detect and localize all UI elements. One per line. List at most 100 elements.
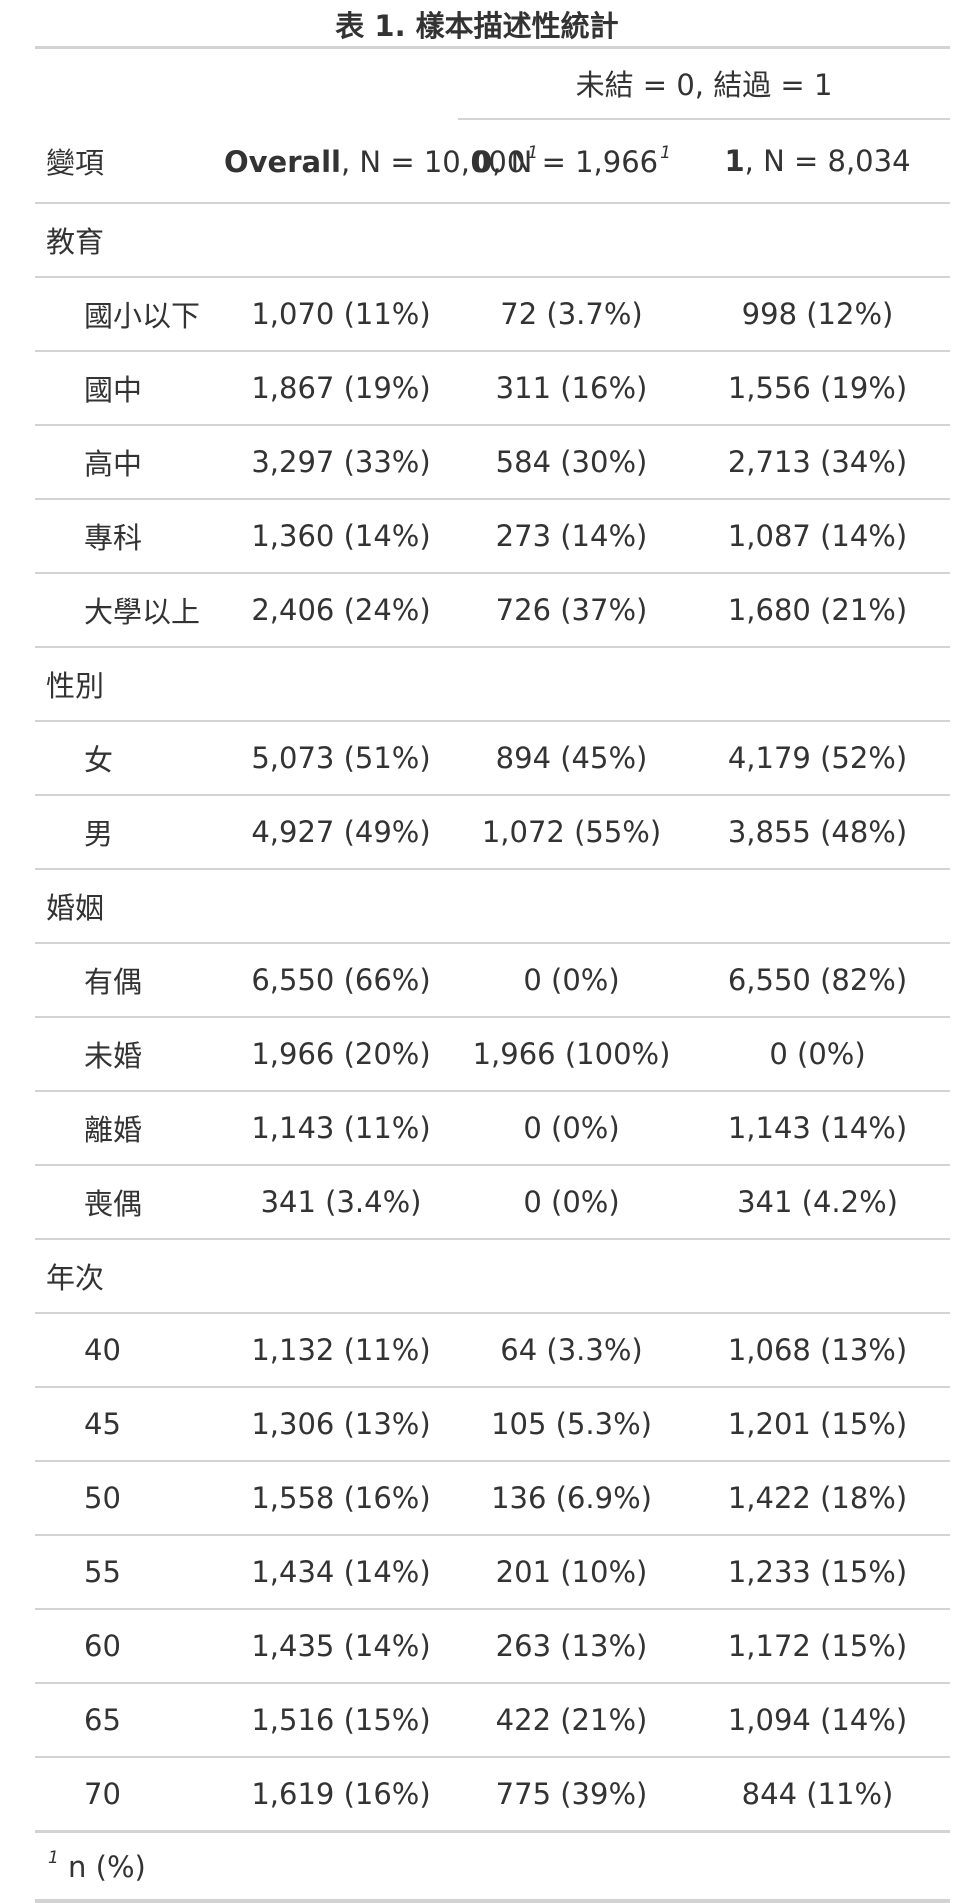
table-row: 高中 3,297 (33%) 584 (30%) 2,713 (34%): [35, 425, 950, 500]
table-row: 專科 1,360 (14%) 273 (14%) 1,087 (14%): [35, 499, 950, 574]
group-1-cell: 1,201 (15%): [685, 1387, 950, 1462]
header-group-1: 1, N = 8,034: [685, 119, 950, 204]
overall-cell: 1,619 (16%): [224, 1757, 458, 1833]
overall-cell: 1,867 (19%): [224, 351, 458, 426]
level-label: 70: [35, 1757, 224, 1833]
table-row: 有偶 6,550 (66%) 0 (0%) 6,550 (82%): [35, 943, 950, 1018]
overall-cell: 341 (3.4%): [224, 1165, 458, 1240]
overall-cell: 6,550 (66%): [224, 943, 458, 1018]
table-row: 未婚 1,966 (20%) 1,966 (100%) 0 (0%): [35, 1017, 950, 1092]
footnote-row: 1 n (%): [35, 1831, 950, 1903]
group-1-cell: 341 (4.2%): [685, 1165, 950, 1240]
group-1-cell: 1,172 (15%): [685, 1609, 950, 1684]
header-overall: Overall, N = 10,000 1: [224, 119, 538, 204]
summary-table: 未結 = 0, 結過 = 1 變項 Overall, N = 10,000 1 0…: [35, 48, 950, 1903]
table-row: 50 1,558 (16%) 136 (6.9%) 1,422 (18%): [35, 1461, 950, 1536]
variable-name: 教育: [35, 203, 224, 278]
overall-cell: 1,558 (16%): [224, 1461, 458, 1536]
level-label: 國中: [35, 351, 224, 426]
level-label: 男: [35, 795, 224, 870]
table-row: 60 1,435 (14%) 263 (13%) 1,172 (15%): [35, 1609, 950, 1684]
group-header-row: 年次: [35, 1239, 950, 1314]
table-row: 45 1,306 (13%) 105 (5.3%) 1,201 (15%): [35, 1387, 950, 1462]
overall-cell: 1,966 (20%): [224, 1017, 458, 1092]
level-label: 40: [35, 1313, 224, 1388]
group-1-cell: 1,556 (19%): [685, 351, 950, 426]
group-1-cell: 3,855 (48%): [685, 795, 950, 870]
header-group-1-label: 1: [724, 144, 745, 178]
group-0-cell: 1,966 (100%): [458, 1017, 685, 1092]
group-0-cell: 1,072 (55%): [458, 795, 685, 870]
overall-cell: 1,434 (14%): [224, 1535, 458, 1610]
group-0-cell: 273 (14%): [458, 499, 685, 574]
group-0-cell: 201 (10%): [458, 1535, 685, 1610]
group-0-cell: 584 (30%): [458, 425, 685, 500]
header-group-0: 0, N = 1,966 1: [458, 119, 685, 204]
group-1-cell: 1,680 (21%): [685, 573, 950, 648]
table-row: 40 1,132 (11%) 64 (3.3%) 1,068 (13%): [35, 1313, 950, 1388]
overall-cell: 1,435 (14%): [224, 1609, 458, 1684]
level-label: 大學以上: [35, 573, 224, 648]
group-0-cell: 726 (37%): [458, 573, 685, 648]
group-1-cell: 1,087 (14%): [685, 499, 950, 574]
group-0-cell: 0 (0%): [458, 1091, 685, 1166]
overall-cell: 1,132 (11%): [224, 1313, 458, 1388]
group-1-cell: 6,550 (82%): [685, 943, 950, 1018]
group-0-cell: 136 (6.9%): [458, 1461, 685, 1536]
level-label: 有偶: [35, 943, 224, 1018]
group-0-cell: 263 (13%): [458, 1609, 685, 1684]
column-spanner: 未結 = 0, 結過 = 1: [458, 48, 950, 120]
level-label: 高中: [35, 425, 224, 500]
group-0-cell: 64 (3.3%): [458, 1313, 685, 1388]
level-label: 專科: [35, 499, 224, 574]
table-row: 女 5,073 (51%) 894 (45%) 4,179 (52%): [35, 721, 950, 796]
footnote-symbol: 1: [48, 1847, 59, 1868]
group-0-cell: 0 (0%): [458, 943, 685, 1018]
overall-cell: 3,297 (33%): [224, 425, 458, 500]
header-group-1-n: , N = 8,034: [744, 144, 911, 178]
level-label: 離婚: [35, 1091, 224, 1166]
overall-cell: 4,927 (49%): [224, 795, 458, 870]
level-label: 45: [35, 1387, 224, 1462]
overall-cell: 1,070 (11%): [224, 277, 458, 352]
group-1-cell: 1,233 (15%): [685, 1535, 950, 1610]
header-overall-label: Overall: [224, 144, 341, 179]
overall-cell: 1,306 (13%): [224, 1387, 458, 1462]
table-title: 表 1. 樣本描述性統計: [335, 9, 619, 43]
group-0-cell: 72 (3.7%): [458, 277, 685, 352]
group-1-cell: 1,143 (14%): [685, 1091, 950, 1166]
variable-name: 婚姻: [35, 869, 224, 944]
group-1-cell: 4,179 (52%): [685, 721, 950, 796]
group-0-cell: 775 (39%): [458, 1757, 685, 1833]
group-0-cell: 105 (5.3%): [458, 1387, 685, 1462]
header-variable: 變項: [35, 119, 224, 204]
table-row: 國中 1,867 (19%) 311 (16%) 1,556 (19%): [35, 351, 950, 426]
level-label: 60: [35, 1609, 224, 1684]
group-0-cell: 311 (16%): [458, 351, 685, 426]
group-1-cell: 1,422 (18%): [685, 1461, 950, 1536]
spanner-row: 未結 = 0, 結過 = 1: [35, 48, 950, 120]
level-label: 女: [35, 721, 224, 796]
table-row: 70 1,619 (16%) 775 (39%) 844 (11%): [35, 1757, 950, 1833]
variable-name: 性別: [35, 647, 224, 722]
group-0-cell: 894 (45%): [458, 721, 685, 796]
variable-name: 年次: [35, 1239, 224, 1314]
group-1-cell: 844 (11%): [685, 1757, 950, 1833]
level-label: 55: [35, 1535, 224, 1610]
footnote-text: n (%): [58, 1849, 146, 1884]
overall-cell: 1,143 (11%): [224, 1091, 458, 1166]
table-row: 65 1,516 (15%) 422 (21%) 1,094 (14%): [35, 1683, 950, 1758]
table-row: 大學以上 2,406 (24%) 726 (37%) 1,680 (21%): [35, 573, 950, 648]
table-row: 喪偶 341 (3.4%) 0 (0%) 341 (4.2%): [35, 1165, 950, 1240]
header-group-0-label: 0: [472, 145, 493, 179]
group-1-cell: 998 (12%): [685, 277, 950, 352]
spanner-label: 未結 = 0, 結過 = 1: [575, 68, 833, 102]
column-header-row: 變項 Overall, N = 10,000 1 0, N = 1,966 1 1,…: [35, 119, 950, 204]
header-group-0-n: , N = 1,966: [492, 145, 659, 179]
group-header-row: 性別: [35, 647, 950, 722]
overall-cell: 2,406 (24%): [224, 573, 458, 648]
table-footnote: 1 n (%): [35, 1831, 950, 1903]
level-label: 喪偶: [35, 1165, 224, 1240]
level-label: 65: [35, 1683, 224, 1758]
